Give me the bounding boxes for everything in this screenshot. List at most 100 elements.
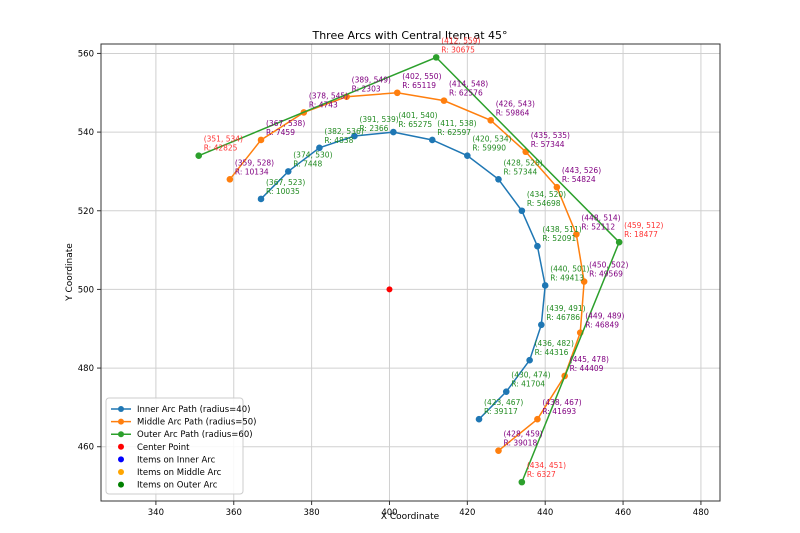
x-axis-label: X Coordinate <box>381 512 440 522</box>
point-coord-label: (420, 534) <box>472 135 511 144</box>
legend-label: Center Point <box>137 443 190 453</box>
point-r-label: R: 4743 <box>309 100 338 109</box>
point-coord-label: (436, 482) <box>535 339 574 348</box>
legend-dot-swatch <box>118 481 124 488</box>
data-point <box>518 207 526 215</box>
point-r-label: R: 2366 <box>359 124 388 133</box>
data-point <box>502 388 510 395</box>
point-coord-label: (389, 549) <box>352 76 391 85</box>
point-coord-label: (382, 536) <box>324 127 363 136</box>
legend-label: Middle Arc Path (radius=50) <box>137 418 257 428</box>
point-coord-label: (450, 502) <box>589 261 628 270</box>
point-r-label: R: 41693 <box>542 407 576 416</box>
legend-dot-swatch <box>118 456 124 463</box>
point-r-label: R: 59990 <box>472 144 506 153</box>
point-r-label: R: 65275 <box>398 120 432 129</box>
y-axis-ticks: 460 480 500 520 540 560 <box>78 49 101 453</box>
point-r-label: R: 7459 <box>266 128 295 137</box>
legend-marker <box>118 406 124 412</box>
point-r-label: R: 10035 <box>266 187 300 196</box>
point-r-label: R: 49569 <box>589 270 623 279</box>
point-coord-label: (445, 478) <box>570 355 609 364</box>
data-point <box>429 136 436 144</box>
data-point <box>257 136 265 144</box>
point-r-label: R: 39018 <box>503 439 537 448</box>
x-tick-label: 480 <box>693 508 709 518</box>
point-r-label: R: 10134 <box>235 167 269 176</box>
point-coord-label: (435, 535) <box>531 131 570 140</box>
x-tick-label: 440 <box>537 508 553 518</box>
series-line-2 <box>198 56 621 483</box>
point-coord-label: (443, 526) <box>562 166 601 175</box>
point-coord-label: (391, 539) <box>359 115 398 124</box>
point-coord-label: (439, 491) <box>546 304 585 313</box>
point-coord-label: (459, 512) <box>624 221 663 230</box>
data-point <box>195 152 203 159</box>
data-point <box>580 278 588 285</box>
point-r-label: R: 2303 <box>352 85 381 94</box>
data-point <box>538 321 545 329</box>
legend-label: Outer Arc Path (radius=60) <box>137 430 253 440</box>
x-tick-label: 400 <box>381 508 397 518</box>
data-point <box>495 447 502 454</box>
point-coord-label: (428, 528) <box>503 158 542 167</box>
point-r-label: R: 65119 <box>402 81 436 90</box>
annotation-layer: (367, 523)R: 10035 (374, 530)R: 7448 (382,… <box>204 36 664 479</box>
point-coord-label: (367, 523) <box>266 178 305 187</box>
data-point <box>573 231 580 238</box>
data-point <box>475 415 483 423</box>
data-point <box>390 128 397 136</box>
x-tick-label: 380 <box>303 508 319 518</box>
point-coord-label: (438, 467) <box>542 398 581 407</box>
point-coord-label: (434, 451) <box>527 461 566 470</box>
point-coord-label: (414, 548) <box>449 80 488 89</box>
point-r-label: R: 54698 <box>527 199 561 208</box>
chart-title: Three Arcs with Central Item at 45° <box>311 29 507 42</box>
x-tick-label: 340 <box>148 508 164 518</box>
point-coord-label: (430, 474) <box>511 371 550 380</box>
point-r-label: R: 7448 <box>293 159 322 168</box>
data-point <box>464 152 471 159</box>
data-point <box>534 415 541 423</box>
point-coord-label: (440, 501) <box>550 264 589 273</box>
point-r-label: R: 18477 <box>624 230 658 239</box>
legend-label: Items on Inner Arc <box>137 455 216 465</box>
point-r-label: R: 39117 <box>484 407 518 416</box>
legend-marker <box>118 418 124 425</box>
point-r-label: R: 46849 <box>585 321 619 330</box>
data-point <box>526 356 533 364</box>
legend-dot-swatch <box>118 469 124 475</box>
legend-dot-swatch <box>118 443 124 450</box>
y-tick-label: 520 <box>78 207 94 217</box>
plot-frame <box>100 43 721 502</box>
point-r-label: R: 52091 <box>542 234 576 243</box>
point-r-label: R: 62597 <box>437 128 471 137</box>
x-tick-label: 460 <box>615 508 631 518</box>
point-coord-label: (434, 520) <box>527 190 566 199</box>
point-coord-label: (411, 538) <box>437 119 476 128</box>
point-r-label: R: 4838 <box>324 136 353 145</box>
y-tick-label: 560 <box>78 49 94 59</box>
y-tick-label: 460 <box>78 443 94 453</box>
data-point <box>257 195 265 203</box>
data-point <box>518 478 526 486</box>
point-r-label: R: 57344 <box>503 167 537 176</box>
data-point <box>351 132 358 140</box>
point-r-label: R: 59864 <box>496 108 530 117</box>
legend: Inner Arc Path (radius=40) Middle Arc Pat… <box>105 397 257 495</box>
point-r-label: R: 30675 <box>441 45 475 54</box>
point-coord-label: (367, 538) <box>266 119 305 128</box>
data-point <box>553 183 561 191</box>
point-coord-label: (438, 511) <box>542 225 581 234</box>
x-axis-ticks: 340 360 380 400 420 440 460 480 <box>148 501 709 518</box>
point-r-label: R: 42825 <box>204 144 238 153</box>
data-point <box>316 144 323 152</box>
point-coord-label: (378, 545) <box>309 91 348 100</box>
point-coord-label: (351, 534) <box>204 135 243 144</box>
data-point <box>284 168 292 175</box>
legend-label: Inner Arc Path (radius=40) <box>137 405 250 415</box>
point-r-label: R: 52112 <box>581 222 615 231</box>
point-coord-label: (359, 528) <box>235 158 274 167</box>
x-tick-label: 420 <box>459 508 475 518</box>
